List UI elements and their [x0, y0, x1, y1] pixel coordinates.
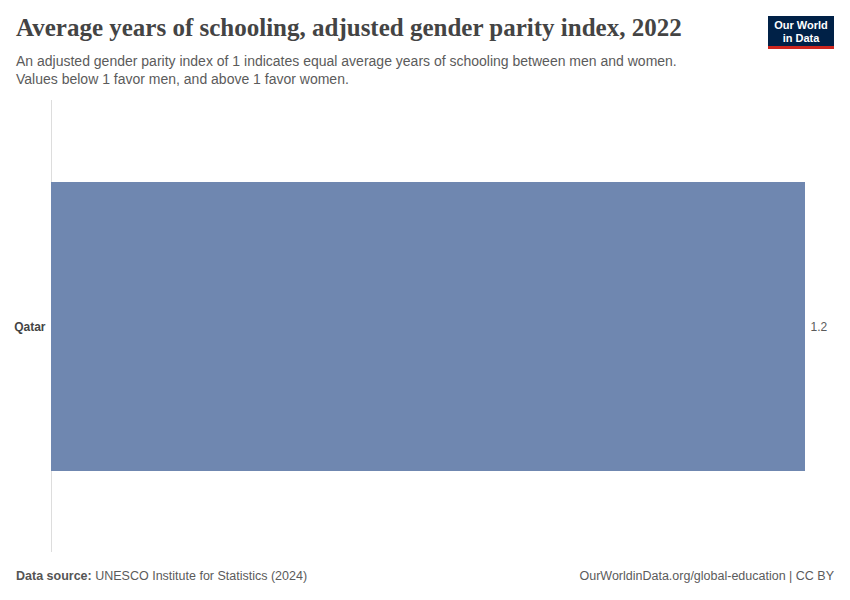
html-text:Average years of schooling, ad: Average years of schooling, adjusted gen…: [16, 14, 682, 41]
html-text:Data source: UNESCO Institute: Data source: UNESCO Institute for Statis…: [16, 569, 308, 583]
html-text:Values below 1 favor men, and: Values below 1 favor men, and above 1 fa…: [16, 71, 349, 87]
html-text:in Data: in Data: [782, 32, 820, 44]
html-text:An adjusted gender parity inde: An adjusted gender parity index of 1 ind…: [16, 53, 677, 69]
svg-text:Qatar: Qatar: [14, 320, 46, 334]
html-text:Our World: Our World: [774, 19, 828, 31]
svg-text:1.2: 1.2: [811, 320, 828, 334]
html-text:OurWorldinData.org/global-educ: OurWorldinData.org/global-education | CC…: [579, 569, 834, 583]
